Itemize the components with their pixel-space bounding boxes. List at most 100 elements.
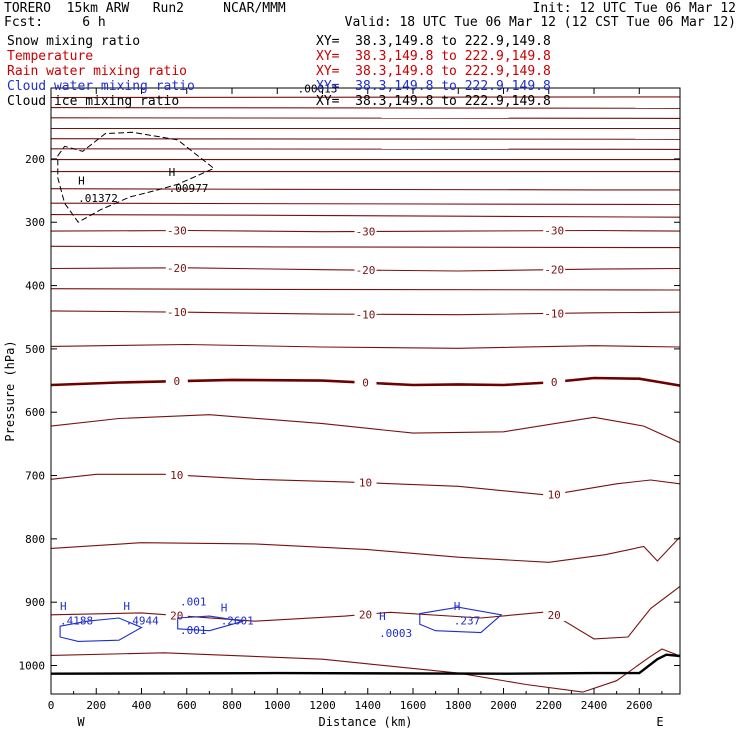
x-axis-title: Distance (km) bbox=[319, 715, 413, 729]
extremum-label: H bbox=[78, 174, 85, 187]
isotherm-label: 0 bbox=[551, 376, 558, 389]
x-tick-label: 2000 bbox=[490, 699, 517, 712]
isotherm-line bbox=[51, 343, 680, 349]
x-tick-label: 1000 bbox=[264, 699, 291, 712]
legend-row: Cloud water mixing ratio XY= 38.3,149.8 t… bbox=[7, 79, 567, 94]
west-endpoint-label: W bbox=[77, 715, 85, 729]
isotherm-label-bg bbox=[543, 307, 566, 320]
extremum-label: .2601 bbox=[221, 614, 254, 627]
x-tick-label: 1800 bbox=[445, 699, 472, 712]
extremum-label: H bbox=[454, 600, 461, 613]
isotherm-line bbox=[51, 202, 680, 206]
extremum-label: .00977 bbox=[169, 182, 209, 195]
y-tick-label: 200 bbox=[25, 153, 45, 166]
isotherm-line bbox=[51, 376, 680, 387]
isotherm-label-bg bbox=[354, 608, 377, 621]
isotherm-label: 10 bbox=[548, 488, 561, 501]
isotherm-label: -10 bbox=[356, 308, 376, 321]
isotherm-label-bg bbox=[354, 308, 377, 321]
extremum-label: H bbox=[221, 602, 228, 615]
isotherm-line bbox=[51, 188, 680, 191]
y-tick-label: 900 bbox=[25, 596, 45, 609]
isotherm-label: -30 bbox=[544, 225, 564, 238]
isotherm-label: 20 bbox=[359, 608, 372, 621]
legend-xy-range: XY= 38.3,149.8 to 222.9,149.8 bbox=[316, 34, 551, 49]
plot-frame bbox=[50, 87, 681, 695]
isotherm-label-bg bbox=[543, 488, 566, 501]
x-tick-label: 0 bbox=[48, 699, 55, 712]
legend-xy-range: XY= 38.3,149.8 to 222.9,149.8 bbox=[316, 49, 551, 64]
y-tick-label: 300 bbox=[25, 216, 45, 229]
x-tick-label: 200 bbox=[86, 699, 106, 712]
isotherm-line bbox=[51, 288, 680, 291]
isotherm-label-bg bbox=[354, 476, 377, 489]
extremum-label: H bbox=[379, 610, 386, 623]
cloud-ice-contour bbox=[57, 131, 215, 223]
extremum-label: .01372 bbox=[78, 192, 118, 205]
x-tick-label: 400 bbox=[132, 699, 152, 712]
extremum-label: H bbox=[169, 166, 176, 179]
isotherm-label: -30 bbox=[356, 226, 376, 239]
cloud-water-contour bbox=[419, 606, 503, 634]
isotherm-label-bg bbox=[543, 263, 566, 276]
isotherm-label-bg bbox=[543, 375, 566, 388]
legend-row: Temperature XY= 38.3,149.8 to 222.9,149.8 bbox=[7, 49, 567, 64]
legend-field-name: Rain water mixing ratio bbox=[7, 64, 188, 79]
extremum-label: .0003 bbox=[379, 627, 412, 640]
isotherm-label-bg bbox=[354, 264, 377, 277]
legend-field-name: Temperature bbox=[7, 49, 94, 64]
isotherm-line bbox=[51, 648, 680, 693]
x-tick-label: 2600 bbox=[626, 699, 653, 712]
isotherm-line bbox=[51, 117, 680, 119]
isotherm-label-bg bbox=[165, 306, 188, 319]
y-tick-label: 1000 bbox=[19, 660, 46, 673]
isotherm-label-bg bbox=[165, 609, 188, 622]
y-tick-label: 400 bbox=[25, 280, 45, 293]
isotherm-line bbox=[51, 245, 680, 249]
legend-row: Cloud ice mixing ratio XY= 38.3,149.8 to … bbox=[7, 94, 567, 109]
legend-xy-range: XY= 38.3,149.8 to 222.9,149.8 bbox=[316, 79, 551, 94]
extremum-label: .4944 bbox=[126, 614, 159, 627]
init-time: Init: 12 UTC Tue 06 Mar 12 bbox=[532, 1, 737, 16]
y-tick-label: 800 bbox=[25, 533, 45, 546]
x-tick-label: 1400 bbox=[355, 699, 382, 712]
extremum-label: H bbox=[123, 600, 130, 613]
extremum-label: .4188 bbox=[60, 614, 93, 627]
isotherm-line bbox=[51, 267, 680, 272]
run-title: TORERO 15km ARW Run2 NCAR/MMM bbox=[4, 1, 286, 16]
legend-row: Snow mixing ratio XY= 38.3,149.8 to 222.9… bbox=[7, 34, 567, 49]
isotherm-line bbox=[51, 310, 680, 316]
isotherm-label-bg bbox=[165, 224, 188, 237]
isotherm-label-bg bbox=[543, 224, 566, 237]
isotherm-label: -20 bbox=[544, 264, 564, 277]
extremum-label: .001 bbox=[180, 624, 207, 637]
isotherm-label: 10 bbox=[359, 477, 372, 490]
isotherm-label: -20 bbox=[356, 264, 376, 277]
isotherm-label-bg bbox=[165, 468, 188, 481]
valid-time: Valid: 18 UTC Tue 06 Mar 12 (12 CST Tue … bbox=[344, 15, 736, 30]
extremum-label: .001 bbox=[180, 595, 207, 608]
isotherm-label-bg bbox=[165, 375, 188, 388]
isotherm-label: 20 bbox=[170, 610, 183, 623]
legend-field-name: Snow mixing ratio bbox=[7, 34, 141, 49]
terrain-line bbox=[51, 653, 680, 675]
isotherm-line bbox=[51, 148, 680, 150]
isotherm-label: 0 bbox=[173, 375, 180, 388]
isotherm-line bbox=[51, 107, 680, 109]
y-tick-label: 500 bbox=[25, 343, 45, 356]
extremum-label: .00013 bbox=[298, 82, 338, 95]
legend-field-name: Cloud water mixing ratio bbox=[7, 79, 195, 94]
isotherm-label: 0 bbox=[362, 377, 369, 390]
isotherm-label: 10 bbox=[170, 469, 183, 482]
isotherm-label-bg bbox=[165, 261, 188, 274]
isotherm-label-bg bbox=[543, 608, 566, 621]
isotherm-line bbox=[51, 214, 680, 218]
isotherm-line bbox=[51, 473, 680, 496]
extremum-label: .237 bbox=[454, 614, 481, 627]
cloud-water-contour bbox=[59, 617, 143, 642]
isotherm-line bbox=[51, 138, 680, 140]
isotherm-label-bg bbox=[354, 225, 377, 238]
isotherm-label: -10 bbox=[167, 306, 187, 319]
x-tick-label: 600 bbox=[177, 699, 197, 712]
